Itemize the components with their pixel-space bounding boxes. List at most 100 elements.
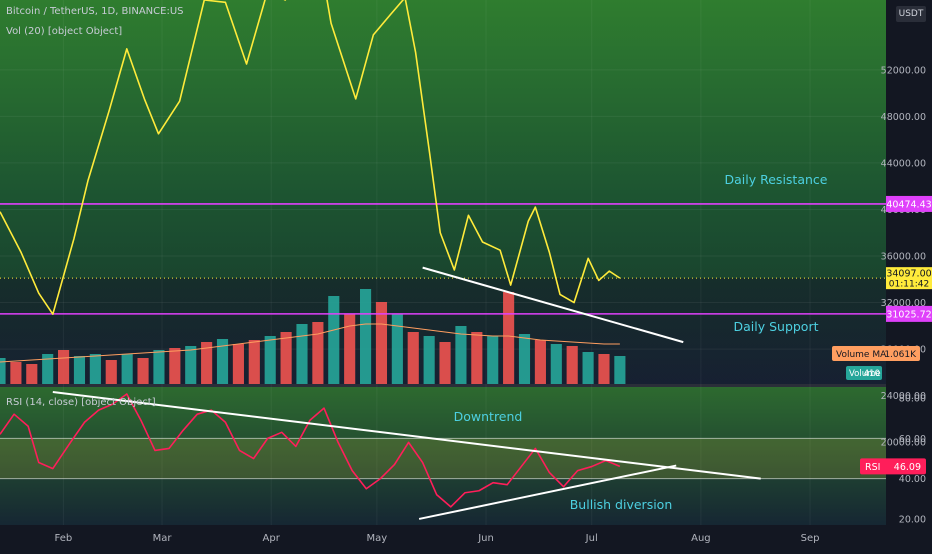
volume-bars bbox=[0, 289, 626, 384]
support-trendline bbox=[422, 266, 684, 344]
volume-bar bbox=[121, 354, 133, 384]
rsi-line bbox=[0, 393, 621, 508]
volume-tag-value: 410 bbox=[864, 369, 880, 379]
grid-lines bbox=[0, 0, 886, 525]
volume-bar bbox=[566, 346, 578, 384]
rsi-value-tag-value: 46.09 bbox=[894, 462, 921, 473]
volume-bar bbox=[312, 322, 324, 384]
last-price-label: 34097.00 bbox=[886, 269, 931, 280]
rsi-value-tag-label: RSI bbox=[865, 462, 880, 473]
volume-bar bbox=[105, 360, 117, 384]
time-tick-label: Jun bbox=[477, 533, 494, 544]
volume-bar bbox=[42, 354, 54, 384]
volume-bar bbox=[375, 302, 388, 384]
annotation-support: Daily Support bbox=[733, 319, 818, 334]
volume-bar bbox=[487, 336, 499, 384]
annotation-resistance: Daily Resistance bbox=[725, 172, 828, 187]
currency-button[interactable]: USDT bbox=[896, 6, 926, 22]
volume-bar bbox=[280, 332, 292, 384]
price-level-tag bbox=[886, 195, 932, 212]
time-tick-label: Mar bbox=[153, 533, 173, 544]
price-tick-label: 20000.00 bbox=[881, 438, 926, 449]
volume-bar bbox=[598, 354, 610, 384]
price-line bbox=[0, 0, 621, 315]
price-tick-label: 44000.00 bbox=[881, 158, 926, 169]
price-tick-label: 24000.00 bbox=[881, 391, 926, 402]
price-level-tag bbox=[886, 305, 932, 322]
time-tick-label: Jul bbox=[585, 533, 598, 544]
rsi-tick-label: 60.00 bbox=[899, 434, 926, 445]
volume-bar bbox=[201, 342, 213, 384]
volume-bar bbox=[344, 314, 356, 384]
rsi-downtrend-line bbox=[52, 391, 761, 480]
annotation-bullish-diversion: Bullish diversion bbox=[570, 497, 673, 512]
time-tick-label: Sep bbox=[801, 533, 820, 544]
time-tick-label: Feb bbox=[55, 533, 73, 544]
price-plot: Daily Resistance Daily Support bbox=[0, 0, 886, 344]
rsi-value-tag bbox=[860, 458, 926, 475]
volume-bar bbox=[328, 296, 340, 384]
rsi-band bbox=[0, 438, 886, 479]
rsi-plot: Downtrend Bullish diversion bbox=[0, 391, 886, 520]
volume-ma-tag-value: 1.061K bbox=[884, 350, 917, 360]
price-tick-label: 52000.00 bbox=[881, 65, 926, 76]
rsi-tick-label: 80.00 bbox=[899, 394, 926, 405]
volume-tag-label: Volume bbox=[849, 369, 881, 379]
volume-bar bbox=[439, 342, 451, 384]
volume-bar bbox=[0, 358, 6, 384]
rsi-tick-label: 40.00 bbox=[899, 474, 926, 485]
volume-bar bbox=[153, 350, 165, 384]
last-price-countdown: 01:11:42 bbox=[889, 280, 929, 290]
volume-bar bbox=[169, 348, 181, 384]
time-tick-label: Apr bbox=[263, 533, 281, 544]
volume-bar bbox=[534, 340, 546, 384]
volume-bar bbox=[73, 356, 86, 384]
pane-separator[interactable] bbox=[0, 384, 932, 387]
symbol-legend[interactable]: Bitcoin / TetherUS, 1D, BINANCE:US bbox=[6, 6, 184, 17]
volume-bar bbox=[455, 326, 467, 384]
volume-bar bbox=[58, 350, 70, 384]
rsi-legend[interactable]: RSI (14, close) [object Object] bbox=[6, 397, 156, 408]
volume-bar bbox=[89, 354, 101, 384]
rsi-support-line bbox=[418, 464, 677, 520]
volume-bar bbox=[296, 324, 308, 384]
volume-bar bbox=[614, 356, 626, 384]
volume-bar bbox=[582, 352, 594, 384]
price-tick-label: 36000.00 bbox=[881, 252, 926, 263]
volume-bar bbox=[407, 332, 419, 384]
last-price-tag bbox=[886, 267, 932, 290]
volume-bar bbox=[137, 358, 149, 384]
volume-bar bbox=[216, 339, 229, 384]
time-axis-background[interactable] bbox=[0, 525, 932, 550]
time-tick-label: Aug bbox=[691, 533, 711, 544]
volume-bar bbox=[360, 289, 372, 384]
annotation-downtrend: Downtrend bbox=[454, 409, 523, 424]
volume-bar bbox=[518, 334, 531, 384]
volume-ma-line bbox=[0, 323, 620, 363]
volume-legend[interactable]: Vol (20) [object Object] bbox=[6, 26, 123, 37]
price-level-label: 40474.43 bbox=[886, 199, 931, 210]
price-axis-background[interactable] bbox=[886, 0, 932, 525]
volume-bar bbox=[264, 336, 276, 384]
price-level-label: 31025.72 bbox=[886, 309, 931, 320]
volume-bar bbox=[550, 344, 562, 384]
volume-ma-tag-label: Volume MA bbox=[836, 350, 887, 360]
axes-labels: FebMarAprMayJunJulAugSep28000.0032000.00… bbox=[55, 65, 932, 544]
rsi-tick-label: 20.00 bbox=[899, 514, 926, 525]
volume-bar bbox=[471, 332, 483, 384]
volume-bar bbox=[26, 364, 38, 384]
volume-bar bbox=[185, 346, 197, 384]
time-tick-label: May bbox=[367, 533, 388, 544]
volume-bar bbox=[391, 314, 403, 384]
volume-bar bbox=[248, 340, 260, 384]
volume-bar bbox=[10, 362, 22, 384]
volume-bar bbox=[232, 344, 244, 384]
rsi-pane-background bbox=[0, 387, 886, 525]
volume-ma-tag bbox=[832, 346, 920, 361]
volume-bar bbox=[423, 336, 435, 384]
price-tick-label: 48000.00 bbox=[881, 112, 926, 123]
volume-tag bbox=[846, 366, 882, 380]
price-tick-label: 32000.00 bbox=[881, 298, 926, 309]
